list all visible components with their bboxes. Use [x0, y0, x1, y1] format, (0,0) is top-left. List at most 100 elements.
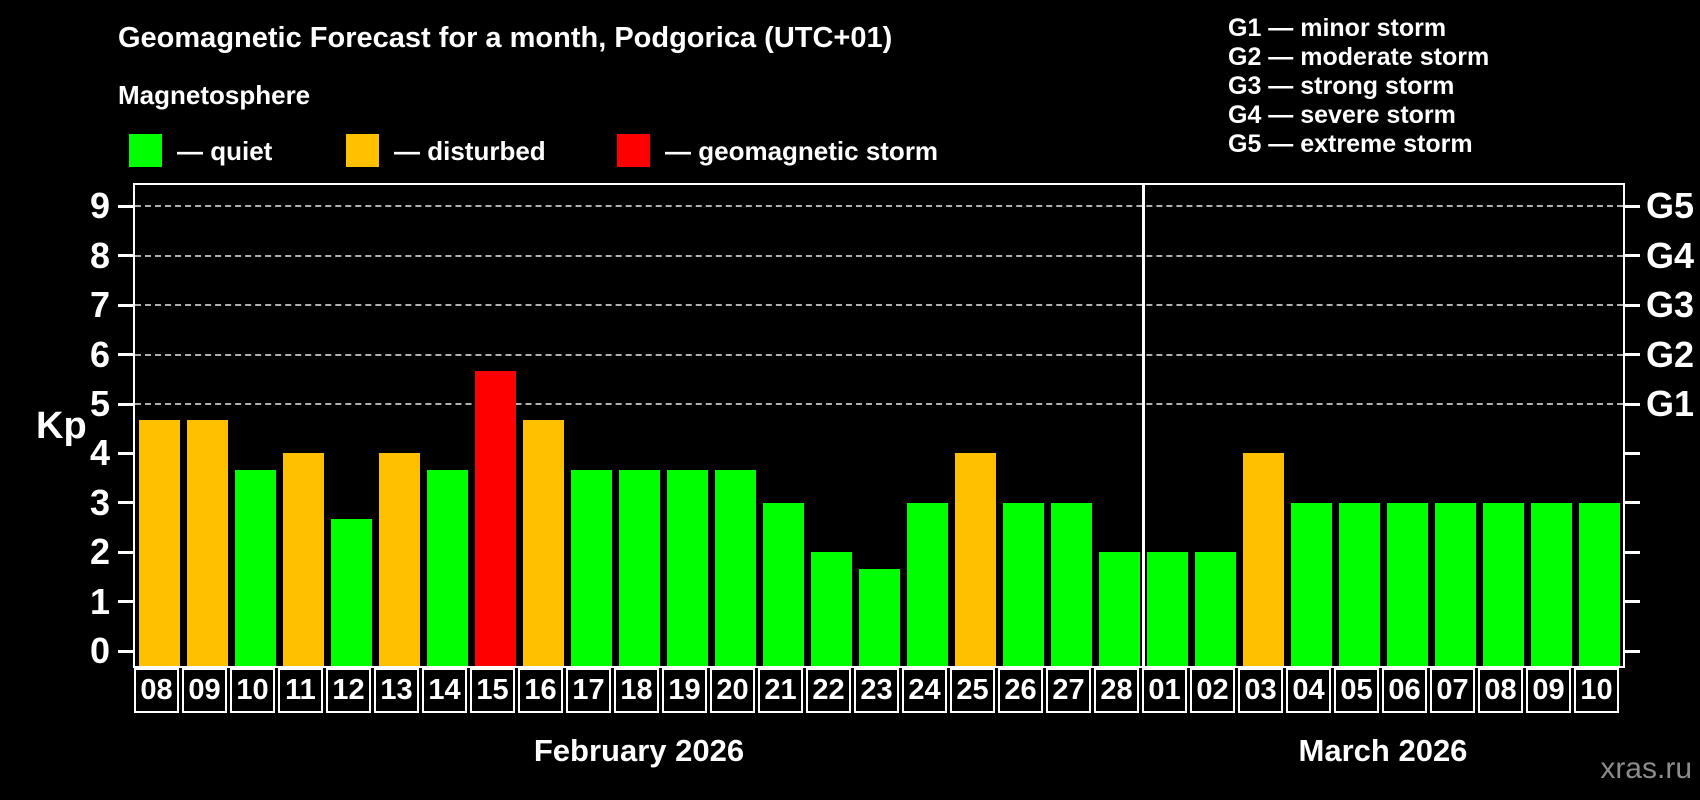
y-axis-tick-left: [118, 649, 133, 653]
gridline-kp9: [135, 205, 1623, 208]
date-label: 02: [1190, 668, 1235, 713]
date-label: 19: [662, 668, 707, 713]
kp-bar: [666, 469, 708, 666]
y-axis-tick-left: [118, 353, 133, 357]
g-scale-legend-line: G4 — severe storm: [1228, 101, 1456, 129]
kp-bar: [330, 519, 372, 666]
kp-bar: [1002, 502, 1044, 666]
date-label: 08: [1478, 668, 1523, 713]
date-label: 05: [1334, 668, 1379, 713]
y-axis-label: 2: [89, 531, 110, 573]
kp-bar: [1578, 502, 1620, 666]
date-label: 04: [1286, 668, 1331, 713]
y-axis-tick-left: [118, 550, 133, 554]
y-axis-tick-left: [118, 402, 133, 406]
kp-bar: [282, 453, 324, 666]
y-axis-tick-left: [118, 451, 133, 455]
date-label: 20: [710, 668, 755, 713]
date-label: 25: [950, 668, 995, 713]
kp-bar: [810, 552, 852, 666]
date-label: 23: [854, 668, 899, 713]
kp-bar: [762, 502, 804, 666]
legend-item-label: — quiet: [177, 136, 273, 166]
date-label: 17: [566, 668, 611, 713]
date-label: 10: [230, 668, 275, 713]
date-label: 13: [374, 668, 419, 713]
gridline-kp5: [135, 403, 1623, 405]
g-scale-legend: G1 — minor storm G2 — moderate storm G3 — …: [1228, 14, 1489, 159]
date-label: 21: [758, 668, 803, 713]
date-label: 14: [422, 668, 467, 713]
date-label: 09: [1526, 668, 1571, 713]
kp-bar: [474, 370, 516, 666]
y-axis-label: 6: [89, 333, 110, 375]
kp-bar: [1290, 502, 1332, 666]
y-axis-tick-left: [118, 600, 133, 604]
kp-bar: [714, 469, 756, 666]
y-axis-tick-left: [118, 303, 133, 307]
kp-bar: [186, 420, 228, 666]
y-axis-label: 8: [89, 234, 110, 276]
bar-color-legend: — quiet — disturbed — geomagnetic storm: [0, 133, 1100, 173]
date-label: 01: [1142, 668, 1187, 713]
kp-bar: [138, 420, 180, 666]
y-axis-label: 1: [89, 580, 110, 622]
kp-bar: [1098, 552, 1140, 666]
legend-item-label: — disturbed: [394, 136, 546, 166]
date-label: 28: [1094, 668, 1139, 713]
kp-bar: [426, 469, 468, 666]
g-scale-legend-line: G3 — strong storm: [1228, 72, 1455, 100]
month-label: March 2026: [1298, 733, 1468, 768]
kp-bar: [1434, 502, 1476, 666]
kp-bar: [1482, 502, 1524, 666]
legend-item-label: — geomagnetic storm: [665, 136, 939, 166]
kp-bar: [234, 469, 276, 666]
kp-bar: [1194, 552, 1236, 666]
kp-bar: [858, 568, 900, 666]
date-label: 27: [1046, 668, 1091, 713]
date-label: 26: [998, 668, 1043, 713]
y-axis-label: 3: [89, 481, 110, 523]
date-label: 12: [326, 668, 371, 713]
page-title: Geomagnetic Forecast for a month, Podgor…: [118, 22, 893, 54]
month-label: February 2026: [533, 733, 745, 768]
g-scale-legend-line: G2 — moderate storm: [1228, 43, 1490, 71]
g-scale-legend-line: G1 — minor storm: [1228, 14, 1447, 42]
y-axis-tick-left: [118, 501, 133, 505]
kp-bar: [1386, 502, 1428, 666]
y-axis-title: Kp: [36, 405, 87, 447]
date-label: 06: [1382, 668, 1427, 713]
y-axis-tick-right: [1625, 451, 1640, 455]
y-axis-tick-right: [1625, 353, 1640, 357]
y-axis-tick-right: [1625, 402, 1640, 406]
kp-bar: [906, 502, 948, 666]
date-label: 18: [614, 668, 659, 713]
date-label: 16: [518, 668, 563, 713]
gridline-kp7: [135, 304, 1623, 307]
date-label: 03: [1238, 668, 1283, 713]
watermark: xras.ru: [1600, 752, 1692, 785]
kp-bar: [1242, 453, 1284, 666]
date-label: 24: [902, 668, 947, 713]
date-label: 07: [1430, 668, 1475, 713]
date-label: 09: [182, 668, 227, 713]
y-axis-tick-left: [118, 254, 133, 258]
y-axis-tick-right: [1625, 254, 1640, 258]
kp-bar: [1338, 502, 1380, 666]
kp-bar: [378, 453, 420, 666]
y-axis-tick-right: [1625, 600, 1640, 604]
g-axis-label-g2: G2: [1646, 333, 1695, 375]
kp-bar: [570, 469, 612, 666]
kp-bar: [1146, 552, 1188, 666]
g-axis-label-g3: G3: [1646, 284, 1695, 326]
y-axis-tick-right: [1625, 501, 1640, 505]
kp-bar: [522, 420, 564, 666]
legend-swatch-storm-icon: [617, 134, 650, 167]
legend-swatch-quiet-icon: [129, 134, 162, 167]
magnetosphere-subtitle: Magnetosphere: [118, 80, 311, 110]
y-axis-label: 0: [89, 630, 110, 671]
date-label: 11: [278, 668, 323, 713]
month-separator-line: [1141, 185, 1145, 666]
plot-area: [133, 183, 1625, 668]
